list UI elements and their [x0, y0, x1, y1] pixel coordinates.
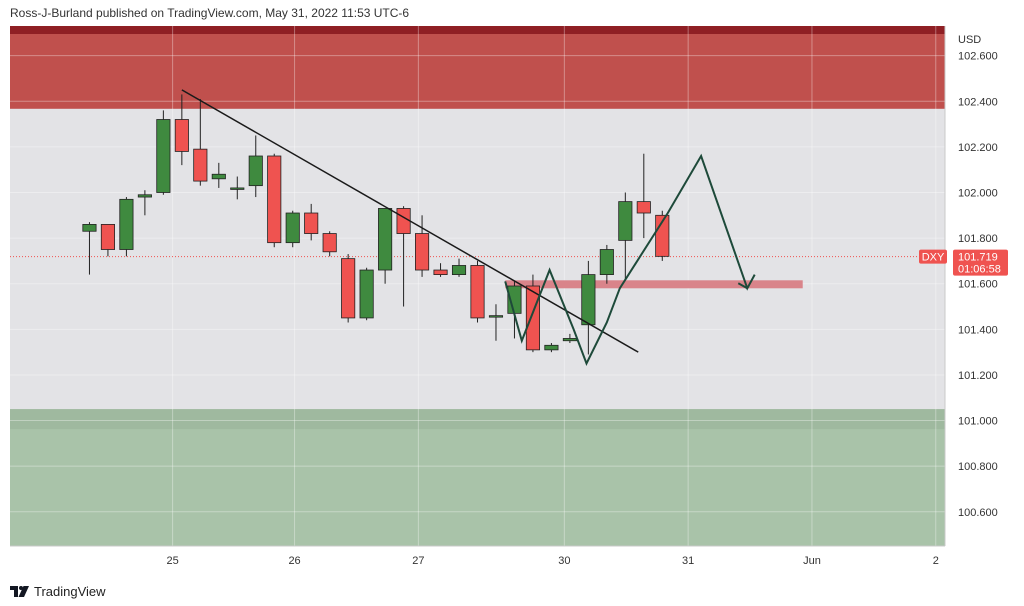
time-tick-label: 30: [558, 555, 570, 567]
candle-down: [636, 201, 651, 214]
candle-up: [156, 119, 171, 193]
candle-down: [525, 285, 540, 351]
resistance-zone: [10, 26, 945, 109]
symbol-label: DXY: [922, 252, 945, 264]
price-tick-label: 101.800: [958, 233, 998, 245]
time-tick-label: 26: [288, 555, 300, 567]
candle-up: [137, 194, 152, 198]
price-tick-label: 101.000: [958, 416, 998, 428]
candle-up: [599, 249, 614, 275]
publisher-text: Ross-J-Burland published on TradingView.…: [10, 6, 410, 20]
price-badge: [953, 249, 1008, 276]
footer: TradingView: [10, 582, 106, 600]
price-tick-label: 102.400: [958, 96, 998, 108]
candle-down: [193, 148, 208, 182]
candle-up: [285, 212, 300, 244]
trendline: [181, 89, 639, 353]
price-tick-label: 101.400: [958, 324, 998, 336]
candle-down: [341, 258, 356, 319]
candle-up: [230, 187, 245, 190]
candle-up: [378, 208, 393, 271]
time-tick-label: Jun: [803, 555, 821, 567]
price-tick-label: 100.800: [958, 461, 998, 473]
time-tick-label: 2: [933, 555, 939, 567]
candle-down: [396, 208, 411, 234]
candle-up: [451, 265, 467, 275]
band-layer: [505, 280, 803, 289]
candle-down: [267, 155, 282, 244]
resistance-zone-top-edge: [10, 26, 945, 34]
current-price-tag: DXY 101.719 01:06:58: [919, 249, 1008, 276]
time-tick-label: 25: [166, 555, 178, 567]
footer-brand: TradingView: [34, 583, 106, 599]
drawings-layer: [181, 89, 756, 367]
symbol-badge: [919, 249, 947, 264]
candle-up: [581, 274, 596, 326]
price-tick-label: 100.600: [958, 507, 998, 519]
candle-up: [544, 344, 559, 351]
projected-path-arrowhead: [737, 282, 748, 290]
candle-up: [562, 338, 577, 342]
candle-down: [470, 265, 485, 319]
candle-up: [248, 155, 263, 187]
price-tick-label: 101.200: [958, 370, 998, 382]
currency-label: USD: [958, 34, 981, 46]
candle-down: [415, 233, 430, 271]
candle-up: [211, 173, 226, 180]
price-tick-label: 102.600: [958, 51, 998, 63]
horizontal-support-band: [505, 280, 803, 289]
price-tick-label: 101.600: [958, 279, 998, 291]
price-tick-label: 102.200: [958, 142, 998, 154]
candle-down: [322, 233, 337, 253]
support-zone-top-edge: [10, 409, 945, 430]
candle-up: [119, 198, 134, 250]
candle-down: [304, 212, 319, 234]
projected-path: [504, 153, 756, 367]
price-tick-label: 102.000: [958, 187, 998, 199]
grid-layer: [10, 26, 945, 546]
tradingview-logo-icon: [10, 585, 29, 597]
time-tick-label: 27: [412, 555, 424, 567]
countdown-value: 01:06:58: [958, 264, 1001, 276]
candle-up: [618, 201, 633, 241]
zones-layer: [10, 26, 945, 546]
price-chart[interactable]: USD 102.600 102.400 102.200 102.000 101.800 1…: [0, 0, 1024, 582]
time-axis: 25 26 27 30 31 Jun 2: [166, 555, 938, 567]
price-value: 101.719: [958, 252, 998, 264]
candle-up: [488, 315, 504, 318]
candle-up: [359, 269, 374, 319]
candle-down: [174, 119, 189, 152]
candle-up: [82, 224, 97, 232]
candle-down: [100, 224, 115, 250]
candle-down: [433, 269, 448, 275]
time-tick-label: 31: [682, 555, 694, 567]
support-zone: [10, 409, 945, 546]
price-axis: USD 102.600 102.400 102.200 102.000 101.800 1…: [958, 34, 998, 519]
